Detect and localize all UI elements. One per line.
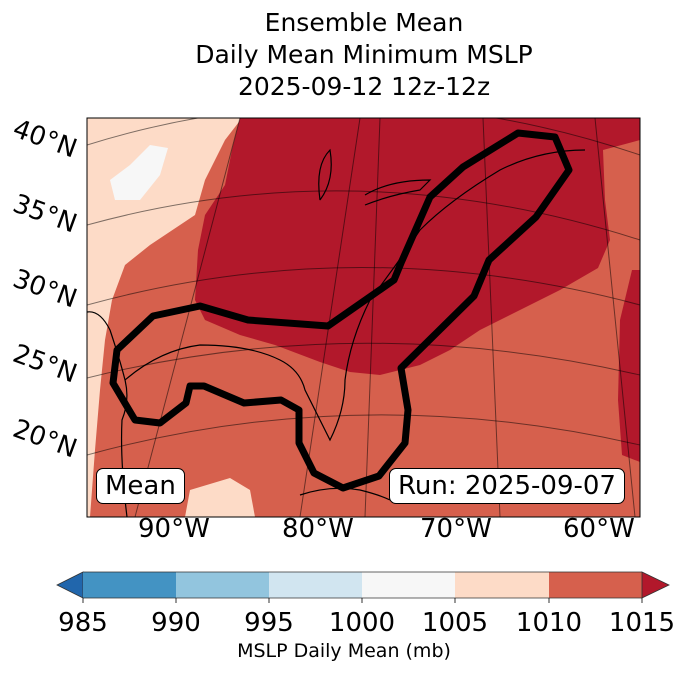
colorbar-extend-high [641, 571, 670, 599]
colorbar-bin-1010-1015 [549, 572, 642, 598]
colorbar-tick-1005: 1005 [421, 608, 489, 638]
coastlines [87, 148, 586, 517]
colorbar-bin-990-995 [176, 572, 269, 598]
colorbar-tick-1010: 1010 [515, 608, 583, 638]
mean-contour [109, 129, 573, 492]
colorbar-tick-985: 985 [58, 608, 108, 638]
colorbar [56, 571, 670, 603]
lon-label-70w: 70°W [420, 514, 492, 544]
colorbar-label: MSLP Daily Mean (mb) [237, 640, 451, 662]
colorbar-tick-1000: 1000 [328, 608, 396, 638]
title-line-3: 2025-09-12 12z-12z [237, 72, 491, 101]
field-1005-1010-south [185, 478, 255, 517]
colorbar-bin-1000-1005 [362, 572, 455, 598]
field-above-1015-east [618, 270, 640, 462]
lon-label-60w: 60°W [563, 514, 635, 544]
field-1005-1010-west [87, 118, 242, 517]
title-line-2: Daily Mean Minimum MSLP [195, 40, 533, 69]
colorbar-tick-995: 995 [244, 608, 294, 638]
field-1000-1005 [110, 145, 168, 200]
lon-label-90w: 90°W [138, 514, 210, 544]
map-frame [86, 117, 641, 518]
colorbar-tick-1015: 1015 [608, 608, 676, 638]
field-above-1015 [195, 118, 640, 375]
graticule [87, 118, 640, 517]
colorbar-bin-995-1000 [269, 572, 362, 598]
mean-label-box: Mean [96, 468, 185, 504]
colorbar-bin-1005-1010 [455, 572, 549, 598]
run-label-box: Run: 2025-09-07 [389, 468, 625, 504]
title-line-1: Ensemble Mean [264, 8, 464, 37]
colorbar-extend-low [56, 571, 84, 599]
colorbar-tick-990: 990 [151, 608, 201, 638]
colorbar-bin-985-990 [83, 572, 176, 598]
lon-label-80w: 80°W [282, 514, 354, 544]
